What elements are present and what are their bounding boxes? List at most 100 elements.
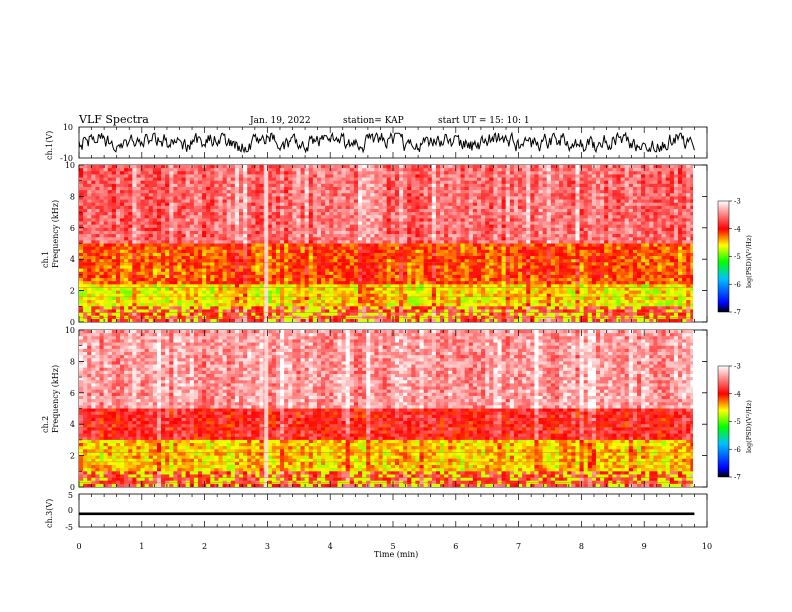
spectrogram-cell (358, 230, 363, 235)
spectrogram-cell (345, 237, 351, 241)
spectrogram-cell (423, 171, 429, 176)
spectrogram-cell (218, 284, 224, 289)
spectrogram-cell (115, 224, 121, 229)
spectrogram-cell (91, 199, 97, 204)
spectrogram-cell (386, 202, 392, 207)
spectrogram-cell (476, 240, 482, 245)
spectrogram-cell (444, 202, 449, 207)
spectrogram-cell (316, 259, 322, 263)
spectrogram-cell (382, 318, 388, 322)
spectrogram-cell (267, 202, 273, 207)
spectrogram-cell (210, 193, 215, 197)
spectrogram-cell (468, 281, 474, 285)
spectrogram-cell (476, 265, 482, 270)
spectrogram-cell (169, 293, 174, 298)
spectrogram-cell (107, 265, 113, 270)
spectrogram-cell (222, 256, 228, 260)
spectrogram-cell (403, 246, 408, 251)
spectrogram-cell (271, 312, 277, 317)
spectrogram-cell (394, 300, 400, 304)
spectrogram-cell (464, 227, 470, 232)
spectrogram-cell (169, 271, 174, 276)
spectrogram-cell (214, 290, 220, 295)
spectrogram-cell (99, 249, 105, 254)
spectrogram-cell (481, 193, 486, 197)
spectrogram-cell (300, 174, 306, 179)
spectrogram-cell (243, 218, 248, 223)
spectrogram-cell (197, 284, 203, 289)
spectrogram-cell (485, 171, 490, 176)
spectrogram-cell (464, 290, 470, 295)
spectrogram-cell (300, 290, 306, 295)
spectrogram-cell (243, 249, 248, 254)
spectrogram-cell (111, 318, 117, 322)
spectrogram-cell (222, 309, 228, 314)
spectrogram-cell (476, 281, 482, 285)
spectrogram-cell (353, 230, 359, 235)
spectrogram-cell (255, 199, 261, 204)
spectrogram-cell (189, 312, 195, 317)
spectrogram-cell (419, 171, 425, 176)
spectrogram-cell (288, 249, 293, 254)
spectrogram-cell (325, 224, 330, 229)
spectrogram-cell (107, 177, 113, 182)
spectrogram-cell (366, 293, 371, 298)
spectrogram-cell (206, 296, 211, 301)
spectrogram-cell (275, 186, 281, 191)
spectrogram-cell (79, 240, 84, 245)
spectrogram-cell (341, 271, 347, 276)
spectrogram-cell (333, 243, 339, 248)
spectrogram-cell (292, 221, 298, 226)
spectrogram-cell (239, 271, 244, 276)
spectrogram-cell (472, 177, 478, 182)
spectrogram-cell (296, 227, 302, 232)
spectrogram-cell (243, 165, 248, 169)
spectrogram-cell (321, 171, 326, 176)
spectrogram-cell (132, 243, 138, 248)
spectrogram-cell (165, 208, 170, 213)
spectrogram-cell (210, 249, 215, 254)
spectrogram-cell (337, 309, 343, 314)
spectrogram-cell (341, 309, 347, 314)
spectrogram-cell (366, 224, 371, 229)
spectrogram-cell (345, 265, 351, 270)
spectrogram-cell (239, 259, 244, 263)
spectrogram-cell (444, 221, 449, 226)
spectrogram-cell (472, 205, 478, 210)
spectrogram-cell (161, 262, 166, 267)
spectrogram-cell (161, 296, 166, 301)
spectrogram-cell (304, 300, 310, 304)
spectrogram-cell (99, 224, 105, 229)
spectrogram-cell (165, 183, 170, 188)
spectrogram-cell (226, 237, 232, 241)
spectrogram-cell (189, 208, 195, 213)
spectrogram-cell (481, 318, 486, 322)
spectrogram-cell (333, 196, 339, 201)
spectrogram-cell (304, 196, 310, 201)
spectrogram-cell (308, 309, 314, 314)
spectrogram-cell (243, 193, 248, 197)
spectrogram-cell (345, 227, 351, 232)
spectrogram-cell (218, 199, 224, 204)
spectrogram-cell (374, 227, 380, 232)
spectrogram-cell (366, 208, 371, 213)
spectrogram-cell (312, 237, 318, 241)
spectrogram-cell (218, 215, 224, 219)
spectrogram-cell (481, 168, 486, 172)
spectrogram-cell (83, 268, 88, 273)
spectrogram-cell (144, 221, 150, 226)
spectrogram-cell (161, 249, 166, 254)
spectrogram-cell (247, 300, 252, 304)
spectrogram-cell (132, 293, 138, 298)
spectrogram-cell (349, 268, 355, 273)
spectrogram-cell (472, 281, 478, 285)
spectrogram-cell (444, 193, 449, 197)
spectrogram-cell (300, 249, 306, 254)
spectrogram-cell (181, 312, 187, 317)
spectrogram-cell (403, 300, 408, 304)
spectrogram-cell (210, 252, 215, 257)
spectrogram-cell (411, 180, 417, 185)
spectrogram-cell (284, 246, 289, 251)
spectrogram-cell (222, 199, 228, 204)
spectrogram-cell (362, 174, 367, 179)
